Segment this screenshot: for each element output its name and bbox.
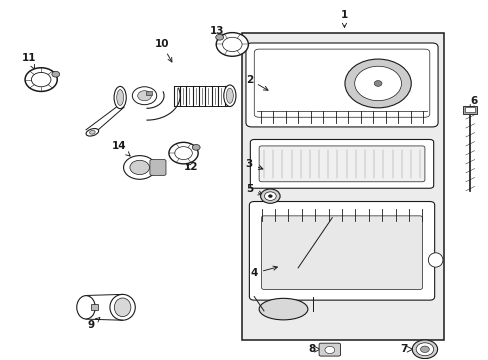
Ellipse shape: [226, 88, 233, 103]
Text: 7: 7: [400, 344, 407, 354]
Ellipse shape: [110, 294, 135, 320]
Circle shape: [411, 340, 437, 359]
Ellipse shape: [114, 298, 131, 317]
Circle shape: [415, 343, 433, 356]
Circle shape: [325, 346, 334, 354]
Text: 14: 14: [111, 141, 130, 156]
Ellipse shape: [86, 129, 99, 136]
Circle shape: [52, 71, 60, 77]
Text: 4: 4: [250, 266, 277, 278]
Bar: [465, 107, 474, 112]
Bar: [146, 91, 152, 95]
Ellipse shape: [117, 90, 123, 105]
Circle shape: [216, 33, 248, 56]
Text: 3: 3: [245, 159, 263, 170]
Text: 6: 6: [469, 96, 476, 109]
Text: 2: 2: [245, 75, 267, 90]
Circle shape: [268, 195, 272, 198]
Circle shape: [215, 35, 223, 40]
Text: 11: 11: [21, 53, 36, 69]
Ellipse shape: [114, 86, 126, 109]
Ellipse shape: [259, 298, 307, 320]
Circle shape: [25, 68, 57, 91]
Circle shape: [130, 160, 149, 175]
Circle shape: [123, 156, 156, 179]
FancyBboxPatch shape: [150, 159, 165, 175]
Text: 12: 12: [183, 162, 198, 172]
Circle shape: [174, 147, 192, 159]
Bar: [91, 305, 98, 310]
Bar: [242, 33, 444, 339]
Circle shape: [344, 59, 410, 108]
Circle shape: [260, 189, 280, 203]
Ellipse shape: [89, 130, 95, 134]
Circle shape: [354, 66, 401, 101]
Ellipse shape: [427, 253, 442, 267]
Ellipse shape: [224, 85, 236, 107]
Text: 1: 1: [340, 10, 347, 27]
Text: 5: 5: [245, 184, 262, 195]
FancyBboxPatch shape: [249, 202, 434, 300]
Circle shape: [31, 72, 51, 87]
Circle shape: [192, 144, 200, 150]
Circle shape: [373, 81, 381, 86]
Ellipse shape: [77, 296, 95, 319]
Text: 13: 13: [209, 26, 224, 39]
Text: 8: 8: [307, 344, 315, 354]
Circle shape: [138, 91, 151, 101]
Text: 10: 10: [154, 39, 172, 62]
FancyBboxPatch shape: [254, 49, 429, 117]
FancyBboxPatch shape: [261, 216, 422, 289]
FancyBboxPatch shape: [319, 343, 340, 356]
Circle shape: [264, 192, 276, 201]
FancyBboxPatch shape: [250, 139, 433, 188]
Circle shape: [420, 346, 428, 352]
FancyBboxPatch shape: [245, 43, 437, 127]
Bar: [463, 106, 476, 114]
Text: 9: 9: [87, 318, 100, 330]
Circle shape: [132, 87, 157, 105]
FancyBboxPatch shape: [259, 146, 424, 182]
Circle shape: [168, 142, 198, 164]
Circle shape: [222, 37, 242, 51]
